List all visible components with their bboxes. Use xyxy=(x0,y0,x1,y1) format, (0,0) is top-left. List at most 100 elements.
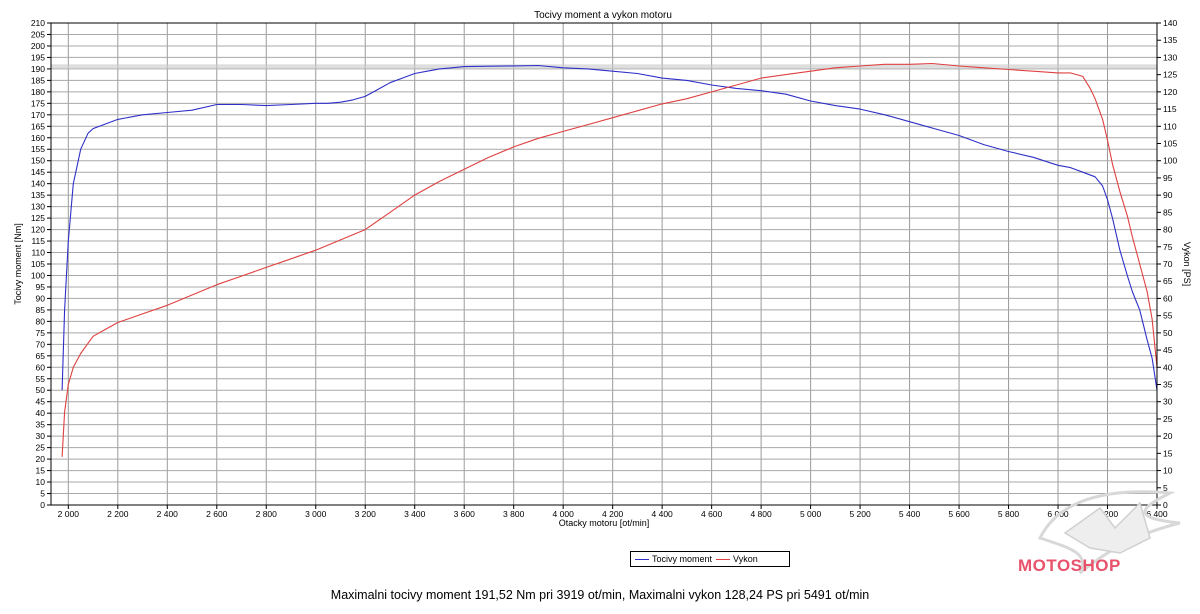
left-tick-label: 70 xyxy=(36,339,46,349)
left-tick-label: 80 xyxy=(36,316,46,326)
summary-text: Maximalni tocivy moment 191,52 Nm pri 39… xyxy=(330,588,870,602)
left-tick-label: 180 xyxy=(31,87,45,97)
left-tick-label: 205 xyxy=(31,29,45,39)
x-tick-label: 5 200 xyxy=(849,509,871,519)
right-tick-label: 90 xyxy=(1163,190,1173,200)
torque-series-line xyxy=(61,64,1158,391)
left-tick-label: 10 xyxy=(36,477,46,487)
brand-logo-watermark xyxy=(1037,490,1181,575)
series-group xyxy=(61,62,1158,457)
x-tick-label: 3 000 xyxy=(305,509,327,519)
right-tick-label: 10 xyxy=(1163,466,1173,476)
legend: Tocivy moment Vykon xyxy=(630,551,790,567)
left-tick-label: 20 xyxy=(36,454,46,464)
right-tick-label: 140 xyxy=(1163,18,1177,28)
x-tick-label: 3 800 xyxy=(503,509,525,519)
right-tick-label: 5 xyxy=(1163,483,1168,493)
horizontal-gridlines xyxy=(51,22,1157,506)
right-tick-label: 0 xyxy=(1163,500,1168,510)
right-axis-title: Vykon [PS] xyxy=(1182,242,1192,286)
left-tick-label: 55 xyxy=(36,374,46,384)
left-tick-label: 110 xyxy=(31,248,45,258)
legend-label-power: Vykon xyxy=(733,554,758,564)
left-tick-label: 115 xyxy=(31,236,45,246)
left-tick-label: 50 xyxy=(36,385,46,395)
x-tick-label: 4 800 xyxy=(750,509,772,519)
legend-item-torque: Tocivy moment xyxy=(635,554,712,564)
left-tick-label: 65 xyxy=(36,351,46,361)
x-tick-label: 4 600 xyxy=(701,509,723,519)
legend-swatch-torque xyxy=(635,558,649,560)
left-tick-label: 90 xyxy=(36,293,46,303)
left-tick-label: 145 xyxy=(31,167,45,177)
left-tick-label: 85 xyxy=(36,305,46,315)
left-tick-label: 210 xyxy=(31,18,45,28)
x-tick-label: 4 400 xyxy=(652,509,674,519)
left-tick-label: 15 xyxy=(36,466,46,476)
right-tick-label: 130 xyxy=(1163,52,1177,62)
left-tick-label: 175 xyxy=(31,98,45,108)
right-tick-label: 125 xyxy=(1163,70,1177,80)
left-tick-label: 45 xyxy=(36,397,46,407)
x-tick-label: 5 800 xyxy=(998,509,1020,519)
chart-title: Tocivy moment a vykon motoru xyxy=(534,10,672,21)
x-axis-ticks: 2 000 2 200 2 400 2 600 2 800 3 000 3 200 3 400… xyxy=(58,505,1168,519)
legend-swatch-power xyxy=(716,558,731,560)
right-tick-label: 20 xyxy=(1163,431,1173,441)
left-tick-label: 150 xyxy=(31,156,45,166)
right-tick-label: 60 xyxy=(1163,293,1173,303)
x-tick-label: 2 800 xyxy=(256,509,278,519)
left-tick-label: 0 xyxy=(40,500,45,510)
right-tick-label: 55 xyxy=(1163,311,1173,321)
right-tick-label: 100 xyxy=(1163,156,1177,166)
right-tick-label: 105 xyxy=(1163,139,1177,149)
left-tick-label: 100 xyxy=(31,270,45,280)
left-tick-label: 200 xyxy=(31,41,45,51)
brand-name: MOTOSHOP xyxy=(1018,556,1121,575)
legend-item-power: Vykon xyxy=(716,554,758,564)
left-tick-label: 95 xyxy=(36,282,46,292)
right-tick-label: 45 xyxy=(1163,345,1173,355)
x-tick-label: 3 600 xyxy=(454,509,476,519)
left-tick-label: 135 xyxy=(31,190,45,200)
x-tick-label: 6 200 xyxy=(1097,509,1119,519)
left-tick-label: 160 xyxy=(31,133,45,143)
left-tick-label: 130 xyxy=(31,202,45,212)
right-tick-label: 95 xyxy=(1163,173,1173,183)
x-tick-label: 2 200 xyxy=(107,509,129,519)
left-tick-label: 35 xyxy=(36,420,46,430)
right-tick-label: 135 xyxy=(1163,35,1177,45)
x-tick-label: 5 000 xyxy=(800,509,822,519)
right-tick-label: 85 xyxy=(1163,207,1173,217)
left-tick-label: 185 xyxy=(31,75,45,85)
highlight-band xyxy=(51,64,1157,69)
x-tick-label: 2 000 xyxy=(58,509,80,519)
x-tick-label: 4 000 xyxy=(553,509,575,519)
x-tick-label: 3 200 xyxy=(355,509,377,519)
peak-band xyxy=(51,64,1157,69)
left-tick-label: 165 xyxy=(31,121,45,131)
left-tick-label: 155 xyxy=(31,144,45,154)
x-tick-label: 6 400 xyxy=(1146,509,1168,519)
right-tick-label: 110 xyxy=(1163,121,1177,131)
right-tick-label: 75 xyxy=(1163,242,1173,252)
left-tick-label: 5 xyxy=(40,489,45,499)
legend-label-torque: Tocivy moment xyxy=(652,554,713,564)
left-tick-label: 170 xyxy=(31,110,45,120)
right-tick-label: 15 xyxy=(1163,448,1173,458)
right-tick-label: 120 xyxy=(1163,87,1177,97)
left-tick-label: 60 xyxy=(36,362,46,372)
x-axis-title: Otacky motoru [ot/min] xyxy=(559,518,650,528)
left-tick-label: 25 xyxy=(36,443,46,453)
x-tick-label: 5 400 xyxy=(899,509,921,519)
right-tick-label: 40 xyxy=(1163,362,1173,372)
right-tick-label: 30 xyxy=(1163,397,1173,407)
right-tick-label: 35 xyxy=(1163,380,1173,390)
right-tick-label: 65 xyxy=(1163,276,1173,286)
power-series-line xyxy=(61,62,1158,457)
right-tick-label: 115 xyxy=(1163,104,1177,114)
x-tick-label: 3 400 xyxy=(404,509,426,519)
x-tick-label: 2 400 xyxy=(157,509,179,519)
